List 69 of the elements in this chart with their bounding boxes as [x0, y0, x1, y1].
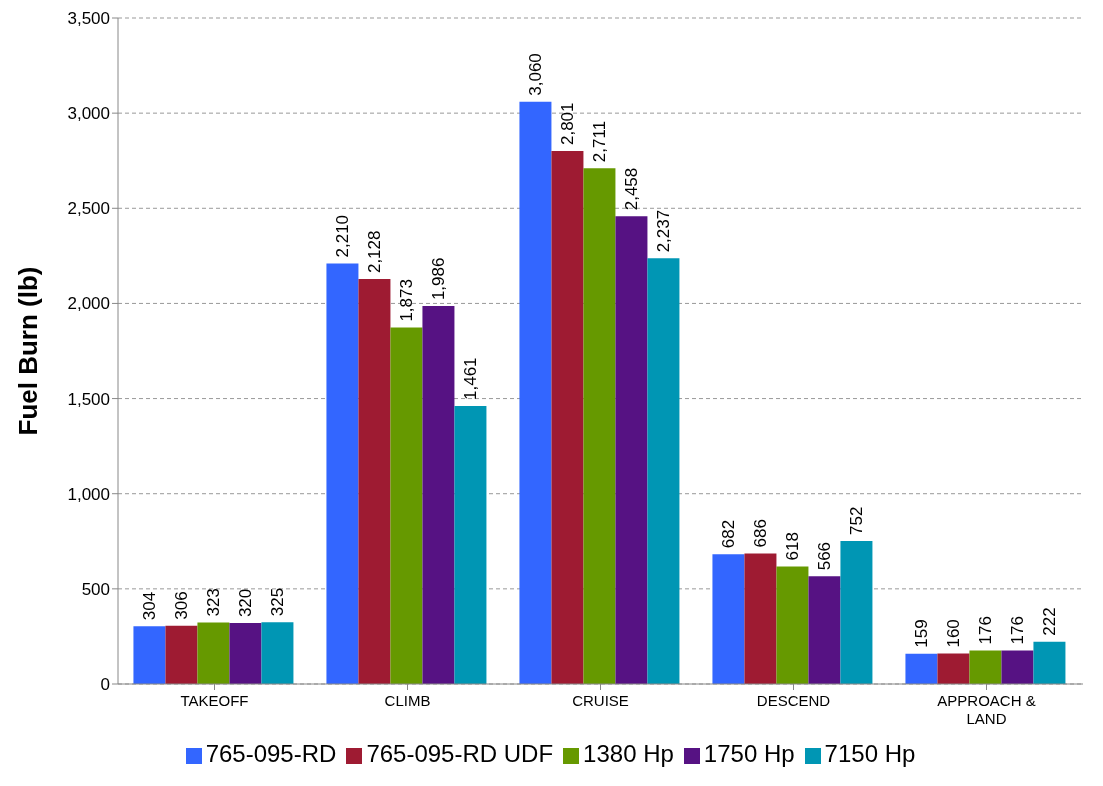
x-tick-label: CLIMB	[384, 692, 431, 709]
data-label: 2,128	[364, 230, 384, 274]
data-label: 682	[718, 519, 738, 549]
bar	[229, 623, 262, 684]
data-label: 1,461	[460, 357, 480, 400]
y-tick-label: 2,500	[67, 199, 110, 219]
bar	[519, 101, 552, 684]
data-label: 176	[1007, 616, 1027, 645]
bar	[647, 258, 680, 684]
y-tick-label: 500	[81, 579, 110, 599]
bar	[326, 263, 359, 684]
x-tick-label: CRUISE	[572, 692, 629, 709]
data-label: 2,237	[653, 209, 673, 253]
data-label: 3,060	[525, 53, 545, 96]
bar	[133, 626, 166, 684]
bar	[1001, 650, 1034, 684]
data-label: 160	[943, 619, 963, 648]
y-tick-label: 3,000	[67, 104, 110, 124]
legend-label: 7150 Hp	[824, 740, 916, 767]
y-tick-label: 0	[100, 675, 110, 695]
bar	[712, 554, 745, 684]
data-label: 686	[750, 519, 770, 548]
bar	[776, 566, 809, 684]
bar	[808, 576, 841, 684]
bar	[905, 653, 938, 684]
bar	[358, 279, 391, 684]
data-label: 2,711	[589, 120, 609, 163]
y-tick-label: 3,500	[67, 9, 110, 29]
data-label: 1,986	[428, 257, 448, 301]
bar	[1033, 641, 1066, 684]
data-label: 1,873	[396, 279, 416, 322]
data-label: 306	[171, 591, 191, 620]
y-tick-label: 2,000	[67, 294, 110, 314]
legend-label: 1750 Hp	[703, 740, 795, 767]
bar	[390, 327, 423, 684]
data-label: 325	[267, 587, 287, 617]
y-axis-title: Fuel Burn (lb)	[13, 266, 44, 436]
bar	[261, 622, 294, 684]
data-label: 320	[235, 588, 255, 618]
data-label: 2,801	[557, 102, 577, 146]
bar	[165, 625, 198, 684]
data-label: 159	[911, 619, 931, 648]
data-label: 2,210	[332, 214, 352, 258]
data-label: 176	[975, 616, 995, 645]
bar	[840, 540, 873, 684]
bar	[454, 405, 487, 684]
x-tick-label: DESCEND	[756, 692, 831, 709]
data-label: 2,458	[621, 167, 641, 211]
data-label: 222	[1039, 607, 1059, 636]
y-tick-label: 1,000	[67, 484, 110, 504]
bar	[422, 306, 455, 684]
bar	[197, 622, 230, 684]
data-label: 323	[203, 588, 223, 617]
x-tick-label: TAKEOFF	[180, 692, 249, 709]
bar	[583, 168, 616, 684]
data-label: 566	[814, 541, 834, 571]
bar	[744, 553, 777, 684]
bar	[937, 653, 970, 684]
bar	[615, 216, 648, 684]
legend-label: 1380 Hp	[583, 740, 674, 767]
bar	[551, 151, 584, 684]
legend-label: 765-095-RD UDF	[366, 740, 554, 767]
x-tick-label: APPROACH & LAND	[937, 692, 1036, 727]
data-label: 304	[139, 591, 159, 621]
bar	[969, 650, 1002, 684]
data-label: 618	[782, 532, 802, 561]
data-label: 752	[846, 506, 866, 535]
legend-label: 765-095-RD	[205, 740, 337, 767]
y-tick-label: 1,500	[67, 389, 110, 409]
